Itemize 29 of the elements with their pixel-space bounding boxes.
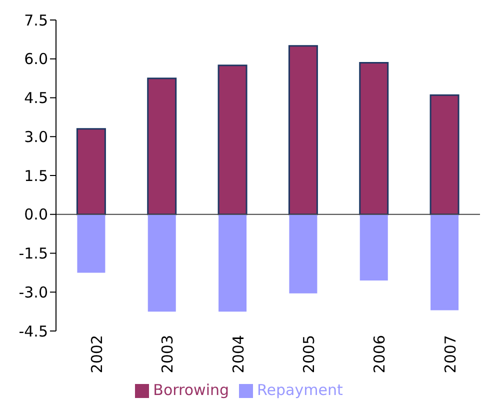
x-tick-label: 2002 [88,335,106,374]
bar [77,214,106,273]
x-tick-label: 2003 [158,335,177,374]
bar [288,45,318,216]
x-tick-label: 2005 [300,335,318,374]
bar [360,214,388,280]
bar [76,128,106,216]
bar [148,214,176,312]
y-tick-label: 3.0 [24,128,48,146]
bar [430,214,459,310]
y-tick-label: 6.0 [24,50,48,68]
x-tick-label: 2004 [229,335,248,374]
bar [218,214,247,312]
legend-label: Borrowing [153,381,230,399]
y-tick-label: 0.0 [24,206,48,224]
x-tick-label: 2006 [370,335,389,374]
x-tick-label: 2007 [441,335,460,374]
bar [218,64,248,216]
bar [359,62,389,216]
legend-label: Repayment [257,381,343,399]
y-tick-label: -3.0 [18,283,48,302]
y-tick-label: -1.5 [18,244,48,263]
y-tick-label: 4.5 [24,89,48,108]
y-tick-label: -4.5 [18,322,48,340]
bar [430,94,460,216]
y-tick-label: 7.5 [24,11,48,30]
bar [147,78,177,216]
y-tick-label: 1.5 [24,166,48,185]
bar [289,214,318,294]
